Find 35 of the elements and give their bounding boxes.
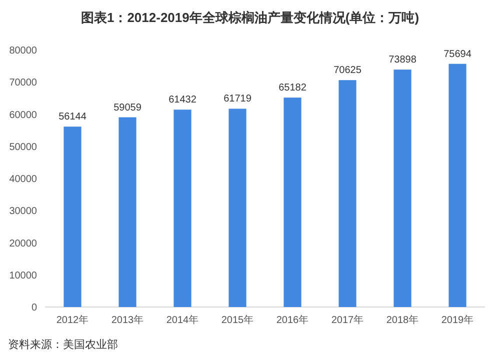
chart-title: 图表1：2012-2019年全球棕榈油产量变化情况(单位：万吨): [80, 10, 420, 25]
y-tick-label: 50000: [9, 142, 38, 153]
data-label: 61719: [224, 94, 252, 105]
bar: [64, 126, 82, 307]
x-tick-label: 2019年: [441, 314, 474, 326]
data-label: 75694: [444, 48, 472, 60]
x-tick-label: 2017年: [331, 314, 364, 326]
bar: [394, 70, 412, 307]
data-label: 65182: [278, 82, 307, 94]
x-tick-label: 2016年: [276, 314, 309, 326]
bar: [174, 110, 192, 307]
bar: [228, 108, 246, 307]
data-label: 73898: [388, 54, 417, 66]
data-label: 59059: [114, 102, 142, 114]
x-tick-label: 2013年: [111, 314, 144, 326]
data-label: 70625: [334, 65, 362, 76]
data-label: 56144: [58, 112, 87, 123]
x-tick-label: 2018年: [386, 314, 419, 326]
x-tick-label: 2014年: [166, 314, 199, 326]
x-tick-label: 2015年: [221, 314, 254, 326]
y-tick-label: 20000: [9, 238, 38, 250]
x-tick-label: 2012年: [56, 314, 89, 326]
y-tick-label: 30000: [9, 206, 38, 218]
bar: [284, 98, 302, 307]
data-label: 61432: [168, 94, 197, 106]
y-tick-label: 40000: [9, 174, 38, 185]
y-tick-label: 70000: [9, 78, 38, 89]
y-tick-label: 60000: [9, 110, 38, 121]
y-tick-label: 10000: [9, 270, 38, 282]
bar: [118, 117, 136, 307]
text: 资料来源：美国农业部: [8, 338, 118, 351]
y-tick-label: 0: [31, 302, 38, 314]
bar: [338, 80, 356, 307]
y-tick-label: 80000: [9, 46, 38, 56]
bar: [448, 64, 466, 307]
